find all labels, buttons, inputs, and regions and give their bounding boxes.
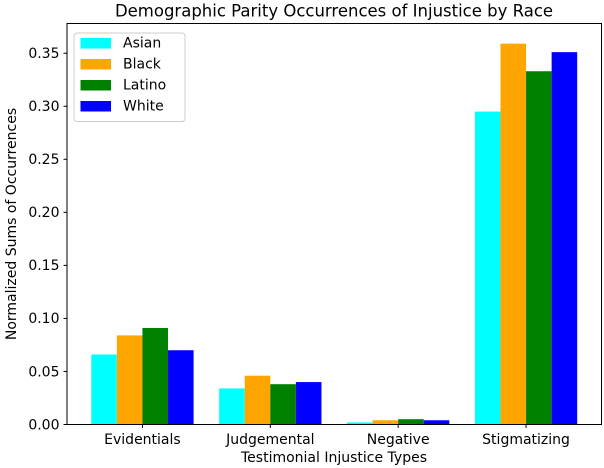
y-tick-label: 0.35 [28,46,59,62]
bar-asian-stigmatizing [474,111,501,425]
x-axis-label: Testimonial Injustice Types [240,450,427,466]
y-tick-label: 0.10 [28,311,59,327]
y-axis-label: Normalized Sums of Occurrences [4,108,20,340]
bar-white-negative [423,420,450,425]
bar-asian-judgemental [219,388,245,425]
legend-swatch-white [80,101,111,112]
bar-black-evidentials [116,335,143,425]
legend-label-latino: Latino [123,78,166,94]
bar-black-negative [372,420,399,425]
legend-label-asian: Asian [123,36,161,52]
bar-latino-negative [398,419,424,425]
y-tick-label: 0.05 [28,364,59,380]
legend-swatch-latino [80,80,111,91]
y-tick-label: 0.15 [28,258,59,274]
y-tick-label: 0.00 [28,417,59,433]
legend-swatch-black [80,59,111,70]
plot-frame [66,23,602,425]
y-tick-label: 0.25 [28,152,59,168]
bar-black-judgemental [244,375,271,425]
bar-white-evidentials [168,350,194,425]
x-tick-label-evidentials: Evidentials [104,432,181,448]
legend-label-white: White [123,99,164,115]
x-tick-label-negative: Negative [367,432,430,448]
bar-black-stigmatizing [500,43,527,425]
bars-layer [91,43,578,425]
bar-asian-negative [347,422,373,425]
y-tick-label: 0.30 [28,99,59,115]
legend-label-black: Black [123,57,162,73]
bar-latino-judgemental [270,384,296,425]
y-tick-label: 0.20 [28,205,59,221]
x-tick-label-stigmatizing: Stigmatizing [482,432,570,448]
legend: Asian Black Latino White [73,32,186,122]
bar-white-judgemental [295,382,322,425]
bar-latino-evidentials [142,327,169,425]
bar-white-stigmatizing [551,52,578,425]
bar-asian-evidentials [91,354,117,425]
chart-title: Demographic Parity Occurrences of Injust… [115,2,553,21]
legend-box [73,32,186,122]
axes-layer: 0.00 0.05 0.10 0.15 0.20 0.25 0.30 0.35 Evidenti… [28,23,602,448]
x-tick-label-judgemental: Judgemental [225,432,314,448]
bar-latino-stigmatizing [526,71,552,425]
legend-swatch-asian [80,38,111,49]
